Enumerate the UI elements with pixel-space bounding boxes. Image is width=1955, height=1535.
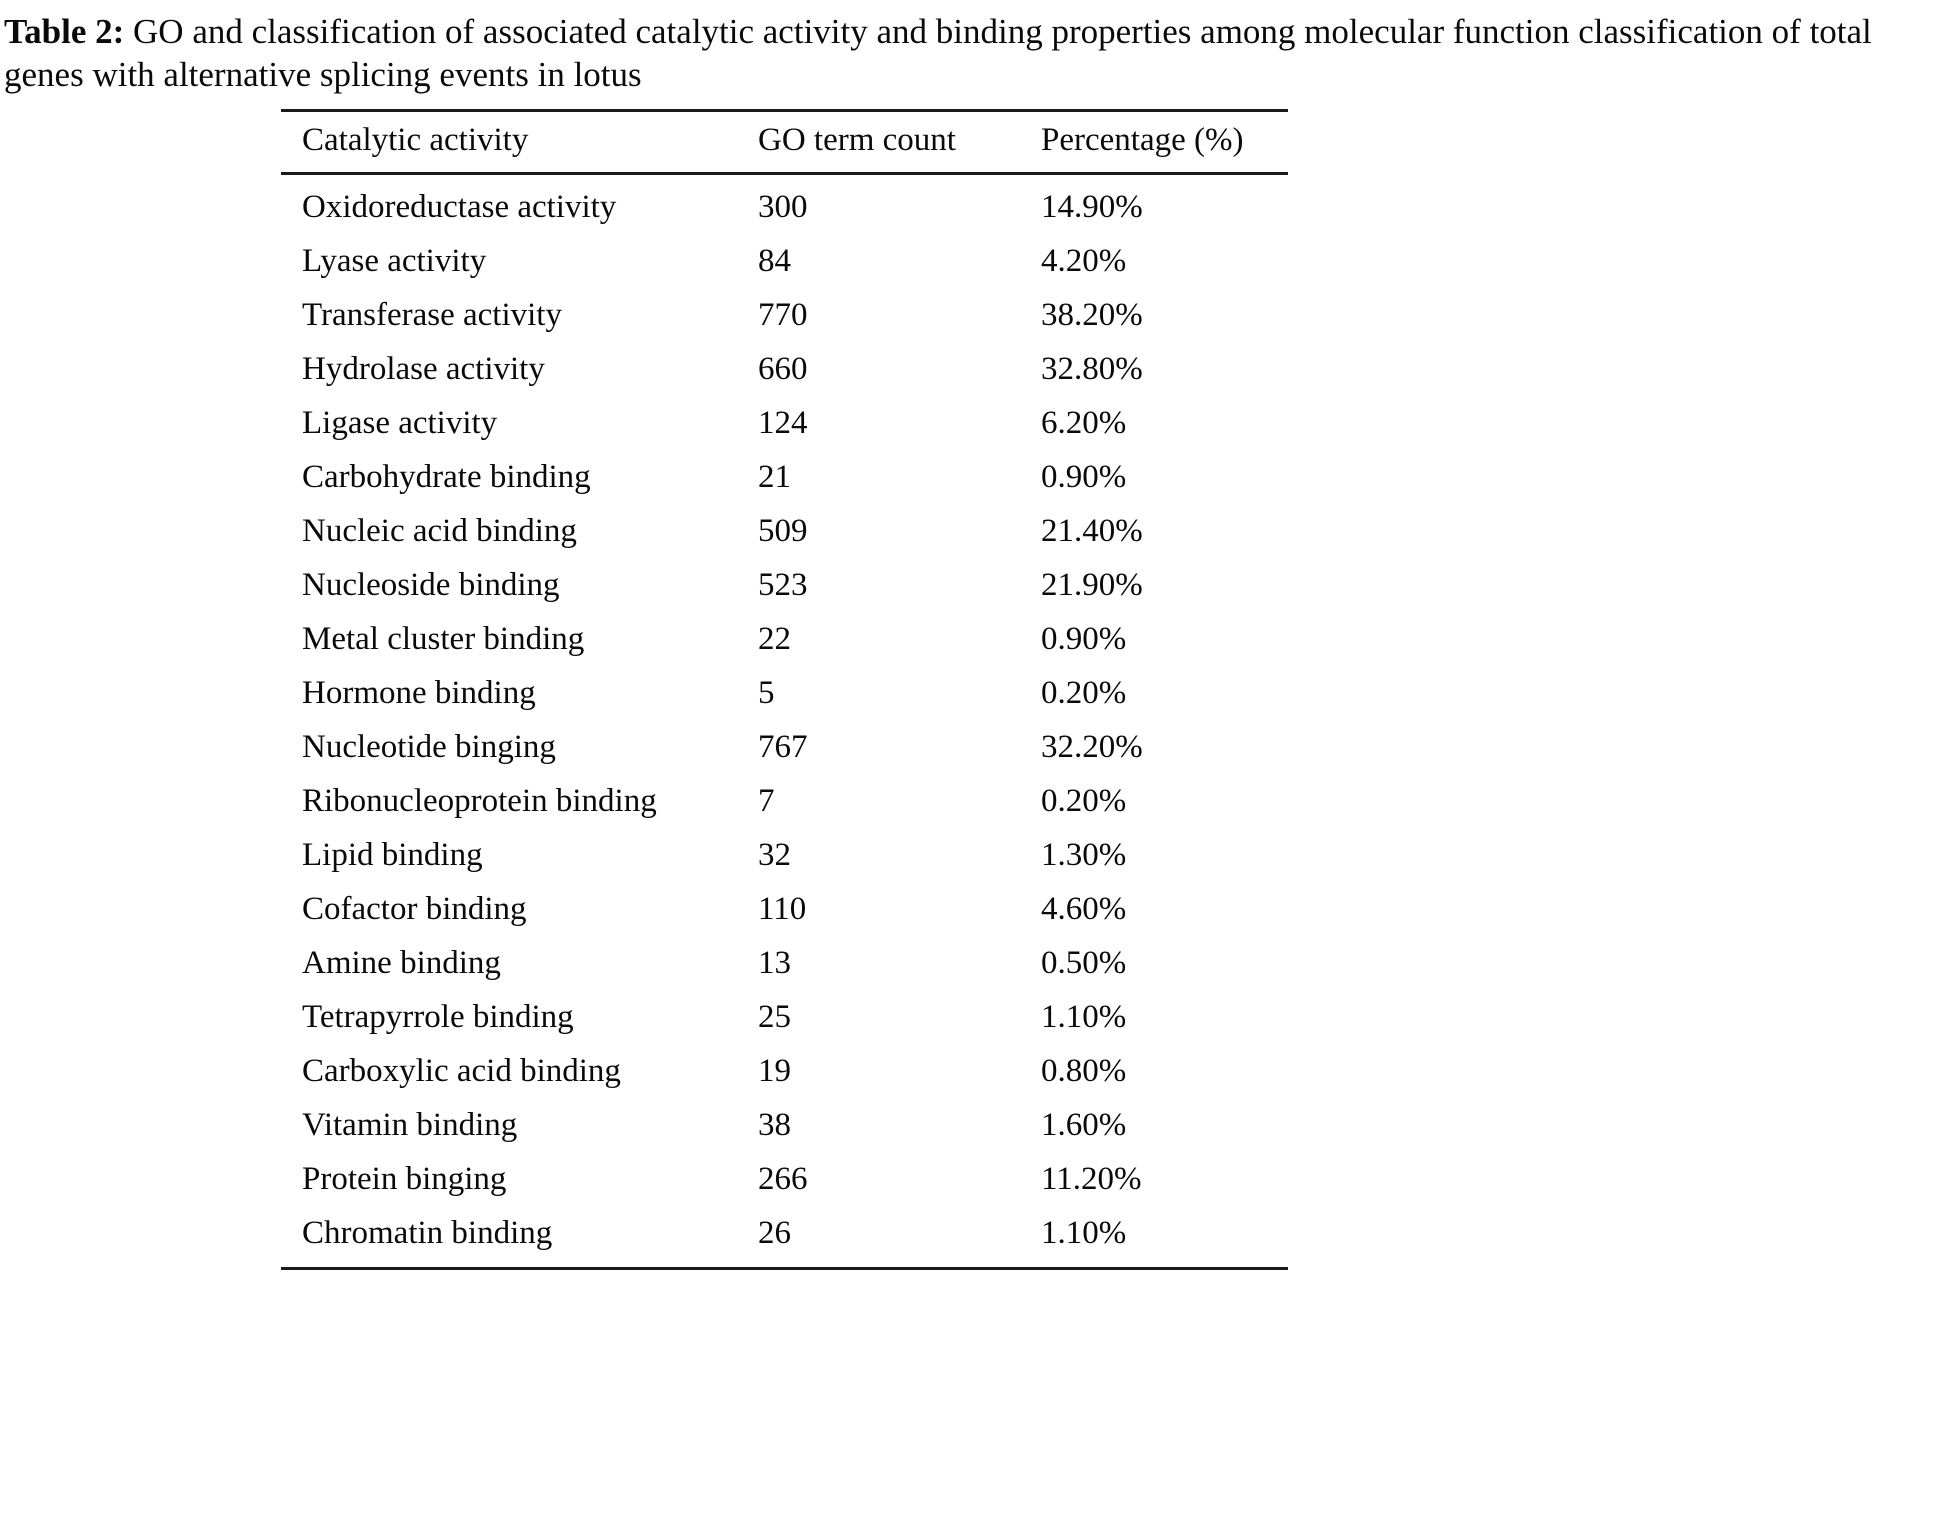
cell-percentage: 0.90%: [1041, 459, 1127, 496]
cell-activity: Protein binging: [302, 1161, 507, 1198]
table-row: Nucleoside binding 523 21.90%: [281, 559, 1288, 613]
table-caption: Table 2: GO and classification of associ…: [0, 0, 1955, 97]
cell-activity: Carbohydrate binding: [302, 459, 591, 496]
table-row: Transferase activity 770 38.20%: [281, 289, 1288, 343]
cell-percentage: 6.20%: [1041, 405, 1127, 442]
cell-activity: Cofactor binding: [302, 891, 527, 928]
cell-activity: Oxidoreductase activity: [302, 189, 617, 226]
table-row: Lyase activity 84 4.20%: [281, 235, 1288, 289]
cell-activity: Vitamin binding: [302, 1107, 518, 1144]
cell-go-term-count: 21: [758, 459, 791, 496]
cell-percentage: 38.20%: [1041, 297, 1143, 334]
cell-percentage: 0.20%: [1041, 675, 1127, 712]
cell-activity: Nucleic acid binding: [302, 513, 577, 550]
cell-go-term-count: 84: [758, 243, 791, 280]
cell-go-term-count: 32: [758, 837, 791, 874]
cell-activity: Carboxylic acid binding: [302, 1053, 621, 1090]
cell-percentage: 1.10%: [1041, 999, 1127, 1036]
table-row: Chromatin binding 26 1.10%: [281, 1207, 1288, 1269]
table-container: Catalytic activity GO term count Percent…: [281, 108, 1955, 1270]
cell-activity: Lipid binding: [302, 837, 483, 874]
table-row: Protein binging 266 11.20%: [281, 1153, 1288, 1207]
table-row: Ligase activity 124 6.20%: [281, 397, 1288, 451]
cell-go-term-count: 300: [758, 189, 808, 226]
cell-activity: Tetrapyrrole binding: [302, 999, 574, 1036]
cell-go-term-count: 38: [758, 1107, 791, 1144]
table-header: Catalytic activity GO term count Percent…: [281, 110, 1288, 175]
table-row: Carbohydrate binding 21 0.90%: [281, 451, 1288, 505]
cell-percentage: 0.50%: [1041, 945, 1127, 982]
cell-go-term-count: 770: [758, 297, 808, 334]
cell-percentage: 1.30%: [1041, 837, 1127, 874]
table-row: Amine binding 13 0.50%: [281, 937, 1288, 991]
cell-percentage: 1.10%: [1041, 1215, 1127, 1252]
column-header-catalytic-activity: Catalytic activity: [281, 110, 758, 175]
table-row: Nucleotide binging 767 32.20%: [281, 721, 1288, 775]
cell-activity: Ligase activity: [302, 405, 498, 442]
table-row: Oxidoreductase activity 300 14.90%: [281, 173, 1288, 235]
cell-activity: Hormone binding: [302, 675, 536, 712]
cell-go-term-count: 25: [758, 999, 791, 1036]
table-row: Lipid binding 32 1.30%: [281, 829, 1288, 883]
cell-percentage: 0.20%: [1041, 783, 1127, 820]
cell-activity: Nucleotide binging: [302, 729, 556, 766]
cell-go-term-count: 26: [758, 1215, 791, 1252]
table-row: Metal cluster binding 22 0.90%: [281, 613, 1288, 667]
cell-go-term-count: 523: [758, 567, 808, 604]
cell-percentage: 21.90%: [1041, 567, 1143, 604]
cell-activity: Chromatin binding: [302, 1215, 553, 1252]
table-number-label: Table 2:: [4, 12, 125, 51]
cell-activity: Ribonucleoprotein binding: [302, 783, 657, 820]
table-row: Cofactor binding 110 4.60%: [281, 883, 1288, 937]
cell-percentage: 32.80%: [1041, 351, 1143, 388]
table-row: Tetrapyrrole binding 25 1.10%: [281, 991, 1288, 1045]
cell-percentage: 4.20%: [1041, 243, 1127, 280]
table-row: Nucleic acid binding 509 21.40%: [281, 505, 1288, 559]
cell-activity: Amine binding: [302, 945, 501, 982]
table-header-row: Catalytic activity GO term count Percent…: [281, 110, 1288, 175]
cell-activity: Lyase activity: [302, 243, 487, 280]
cell-percentage: 1.60%: [1041, 1107, 1127, 1144]
cell-percentage: 0.90%: [1041, 621, 1127, 658]
column-header-percentage: Percentage (%): [1041, 110, 1288, 175]
cell-go-term-count: 660: [758, 351, 808, 388]
table-row: Hormone binding 5 0.20%: [281, 667, 1288, 721]
cell-go-term-count: 266: [758, 1161, 808, 1198]
table-caption-text: GO and classification of associated cata…: [4, 12, 1872, 95]
cell-percentage: 4.60%: [1041, 891, 1127, 928]
cell-go-term-count: 13: [758, 945, 791, 982]
go-classification-table: Catalytic activity GO term count Percent…: [281, 108, 1288, 1270]
cell-go-term-count: 22: [758, 621, 791, 658]
cell-go-term-count: 7: [758, 783, 775, 820]
column-header-go-term-count: GO term count: [758, 110, 1041, 175]
cell-activity: Nucleoside binding: [302, 567, 560, 604]
cell-activity: Hydrolase activity: [302, 351, 545, 388]
cell-go-term-count: 19: [758, 1053, 791, 1090]
table-row: Vitamin binding 38 1.60%: [281, 1099, 1288, 1153]
cell-activity: Metal cluster binding: [302, 621, 585, 658]
table-row: Hydrolase activity 660 32.80%: [281, 343, 1288, 397]
cell-percentage: 0.80%: [1041, 1053, 1127, 1090]
cell-go-term-count: 110: [758, 891, 807, 928]
table-row: Ribonucleoprotein binding 7 0.20%: [281, 775, 1288, 829]
cell-go-term-count: 767: [758, 729, 808, 766]
table-body: Oxidoreductase activity 300 14.90% Lyase…: [281, 173, 1288, 1268]
cell-go-term-count: 5: [758, 675, 775, 712]
cell-go-term-count: 124: [758, 405, 808, 442]
cell-percentage: 32.20%: [1041, 729, 1143, 766]
cell-percentage: 21.40%: [1041, 513, 1143, 550]
table-row: Carboxylic acid binding 19 0.80%: [281, 1045, 1288, 1099]
cell-activity: Transferase activity: [302, 297, 562, 334]
cell-go-term-count: 509: [758, 513, 808, 550]
cell-percentage: 14.90%: [1041, 189, 1143, 226]
cell-percentage: 11.20%: [1041, 1161, 1142, 1198]
